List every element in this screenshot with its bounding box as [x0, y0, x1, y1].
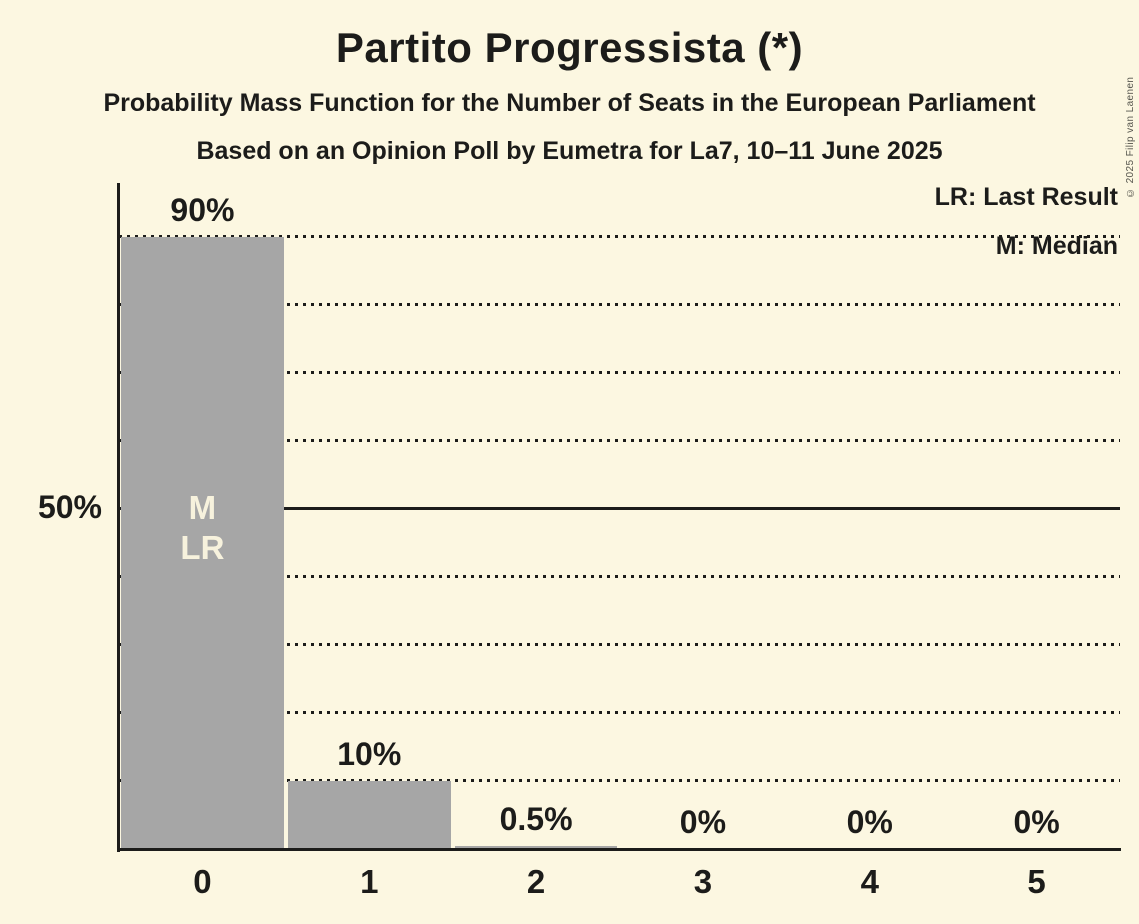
bar-value-label-seat-5: 0%: [1013, 804, 1060, 840]
annotation-lr-label: LR: [180, 529, 225, 566]
gridline-80pct: [119, 303, 1120, 306]
x-tick-label-4: 4: [860, 863, 879, 900]
y-axis-line: [117, 183, 120, 852]
x-axis-line: [117, 848, 1121, 851]
bar-value-label-seat-4: 0%: [846, 804, 893, 840]
bar-value-label-seat-2: 0.5%: [499, 800, 573, 837]
gridline-40pct: [119, 575, 1120, 578]
bar-value-label-seat-0: 90%: [170, 192, 235, 228]
legend-median: M: Median: [995, 232, 1118, 260]
chart-poll-info: Based on an Opinion Poll by Eumetra for …: [196, 137, 943, 165]
gridline-20pct: [119, 711, 1120, 714]
bar-seat-0: [121, 237, 284, 849]
gridline-70pct: [119, 371, 1120, 374]
bar-seat-1: [287, 781, 451, 849]
plot-area: 90% 10% 0.5% 0% 0% 0% M LR 0 1 2 3 4 5 LR: Last Res…: [117, 169, 1121, 900]
x-tick-label-0: 0: [193, 863, 212, 900]
bar-value-label-seat-1: 10%: [337, 736, 402, 772]
legend-last-result: LR: Last Result: [934, 183, 1118, 211]
annotation-m-label: M: [188, 489, 217, 526]
chart-subtitle: Probability Mass Function for the Number…: [103, 89, 1036, 117]
bar-seat-2: [454, 845, 618, 849]
gridline-60pct: [119, 439, 1120, 442]
x-tick-label-5: 5: [1027, 863, 1046, 900]
chart-title: Partito Progressista (*): [335, 24, 804, 71]
x-tick-label-2: 2: [526, 863, 546, 900]
y-axis-label-50: 50%: [37, 489, 102, 525]
x-tick-label-3: 3: [693, 863, 713, 900]
median-last-result-annotation: M LR: [119, 488, 286, 568]
gridline-30pct: [119, 643, 1120, 646]
gridline-50pct: [119, 507, 1120, 510]
gridline-10pct: [119, 779, 1120, 782]
gridline-90pct: [119, 235, 1120, 238]
x-tick-label-1: 1: [360, 863, 379, 900]
bar-value-label-seat-3: 0%: [679, 804, 727, 840]
